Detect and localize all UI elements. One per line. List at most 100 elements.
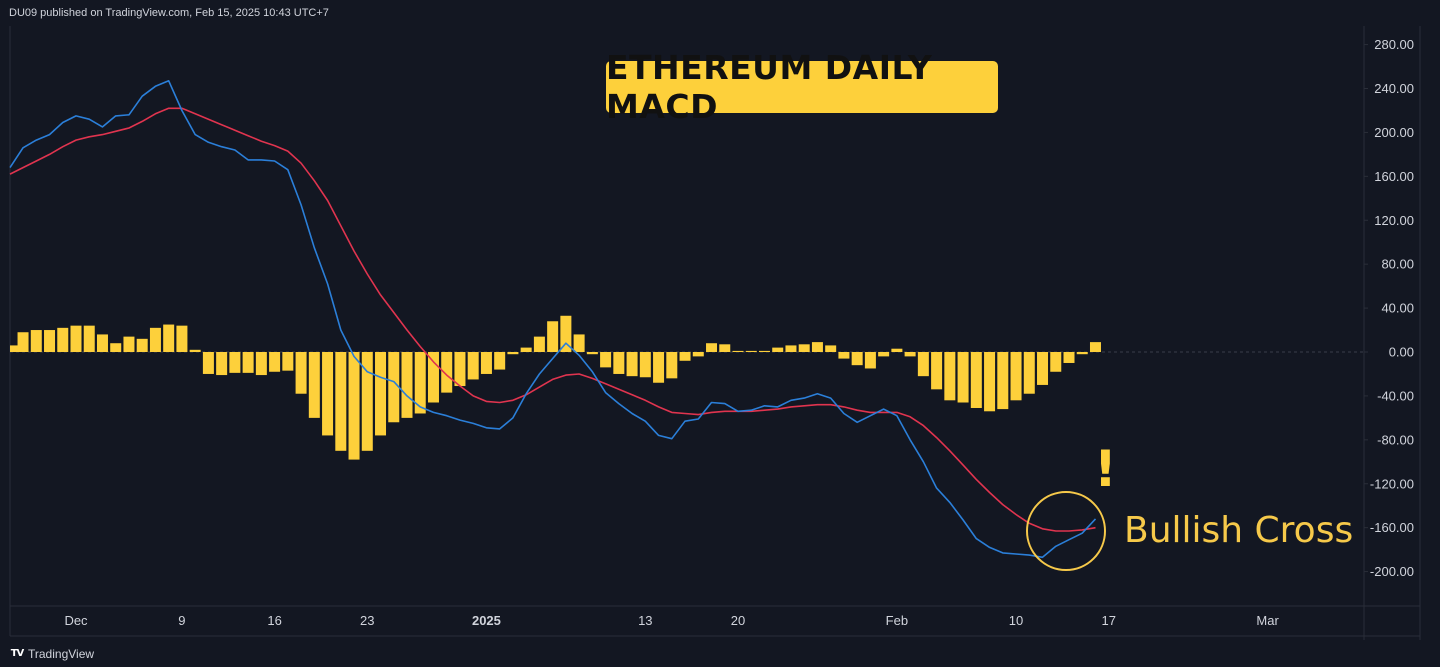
histogram-bar: [242, 352, 254, 373]
histogram-bar: [401, 352, 413, 418]
histogram-bar: [692, 352, 704, 357]
y-tick-label: 160.00: [1374, 169, 1414, 184]
histogram-bar: [494, 352, 506, 370]
histogram-bar: [613, 352, 625, 374]
histogram-bar: [414, 352, 426, 414]
macd-line: [9, 80, 1097, 559]
histogram-bar: [838, 352, 850, 359]
histogram-bar: [997, 352, 1009, 410]
histogram-bar: [480, 352, 492, 374]
y-tick-label: -160.00: [1370, 520, 1414, 535]
histogram-bar: [600, 352, 612, 368]
y-tick-label: -40.00: [1377, 388, 1414, 403]
histogram-bar: [454, 352, 466, 387]
publisher-header: DU09 published on TradingView.com, Feb 1…: [9, 7, 329, 19]
histogram-bar: [666, 352, 678, 379]
histogram-bar: [335, 352, 347, 451]
histogram-bar: [255, 352, 267, 376]
histogram-bar: [706, 343, 718, 352]
y-tick-label: 280.00: [1374, 37, 1414, 52]
histogram-bar: [758, 350, 770, 352]
price-axis: 280.00 240.00 200.00 160.00 120.00 80.00 40.00…: [1364, 37, 1414, 579]
histogram-bar: [1089, 342, 1101, 352]
histogram-bar: [70, 325, 82, 352]
y-tick-label: 0.00: [1389, 345, 1414, 360]
histogram-bar: [1037, 352, 1049, 385]
histogram-bar: [533, 336, 545, 352]
histogram-bar: [864, 352, 876, 369]
cross-highlight: [1026, 491, 1106, 571]
y-tick-label: 200.00: [1374, 125, 1414, 140]
histogram-bar: [361, 352, 373, 451]
histogram-bar: [917, 352, 929, 377]
histogram-bar: [17, 332, 29, 352]
histogram-bar: [10, 345, 21, 352]
histogram-bar: [626, 352, 638, 377]
macd-chart: 280.00240.00200.00160.00120.0080.0040.00…: [9, 26, 1421, 640]
x-tick-label: 16: [267, 613, 281, 628]
histogram-bar: [878, 352, 890, 357]
histogram-bar: [57, 327, 69, 352]
time-axis: Dec 9 16 23 2025 13 20 Feb 10 17 Mar: [64, 613, 1279, 628]
histogram-bar: [825, 345, 837, 352]
y-tick-label: 120.00: [1374, 213, 1414, 228]
y-tick-label: 80.00: [1381, 257, 1414, 272]
histogram-bar: [785, 345, 797, 352]
exclamation-mark: !: [1094, 440, 1117, 498]
histogram-bar: [984, 352, 996, 412]
tradingview-logo-icon: TV: [10, 648, 25, 659]
y-tick-label: -200.00: [1370, 564, 1414, 579]
histogram-bar: [944, 352, 956, 401]
histogram-bar: [44, 330, 56, 352]
histogram-bar: [269, 352, 281, 372]
histogram-bar: [772, 347, 784, 352]
histogram-bar: [560, 315, 572, 352]
cross-circle: [1026, 491, 1106, 571]
signal-line: [9, 107, 1096, 532]
y-tick-label: -80.00: [1377, 432, 1414, 447]
histogram-bar: [441, 352, 453, 393]
x-tick-label: 10: [1009, 613, 1023, 628]
histogram-bar: [811, 342, 823, 352]
histogram-bar: [1076, 352, 1088, 355]
x-tick-label: 9: [178, 613, 185, 628]
histogram-bar: [149, 327, 161, 352]
histogram-bar: [957, 352, 969, 403]
signal-line-series: [9, 107, 1096, 532]
histogram-bar: [295, 352, 307, 394]
y-tick-label: 240.00: [1374, 81, 1414, 96]
histogram-bar: [1050, 352, 1062, 372]
histogram-bar: [123, 336, 135, 352]
histogram-bar: [507, 352, 519, 355]
tradingview-footer: TV TradingView: [0, 640, 1440, 667]
histogram-bar: [970, 352, 982, 408]
histogram-bar: [653, 352, 665, 383]
histogram-bar: [520, 347, 532, 352]
histogram-bar: [83, 325, 95, 352]
bullish-cross-label: Bullish Cross: [1124, 510, 1354, 551]
histogram-bar: [1063, 352, 1075, 363]
y-tick-label: 40.00: [1381, 301, 1414, 316]
histogram-bar: [30, 330, 42, 352]
histogram-bar: [282, 352, 294, 371]
y-tick-label: -120.00: [1370, 476, 1414, 491]
histogram-bar: [308, 352, 320, 418]
x-tick-label: 2025: [472, 613, 501, 628]
histogram-bar: [427, 352, 439, 403]
histogram-bar: [745, 350, 757, 352]
histogram-bar: [322, 352, 334, 436]
plot-area: [10, 26, 1364, 606]
histogram-bar: [163, 324, 175, 352]
histogram-bar: [467, 352, 479, 380]
x-tick-label: 13: [638, 613, 652, 628]
x-tick-label: Mar: [1256, 613, 1279, 628]
chart-title-badge: ETHEREUM DAILY MACD: [606, 48, 998, 126]
histogram-bar: [388, 352, 400, 423]
histogram-bar: [798, 344, 810, 352]
histogram-bar: [573, 334, 585, 352]
histogram-bar: [96, 334, 108, 352]
histogram-bar: [375, 352, 387, 436]
histogram-bar: [1023, 352, 1035, 394]
tradingview-brand: TradingView: [28, 646, 95, 661]
histogram-bar: [176, 325, 188, 352]
